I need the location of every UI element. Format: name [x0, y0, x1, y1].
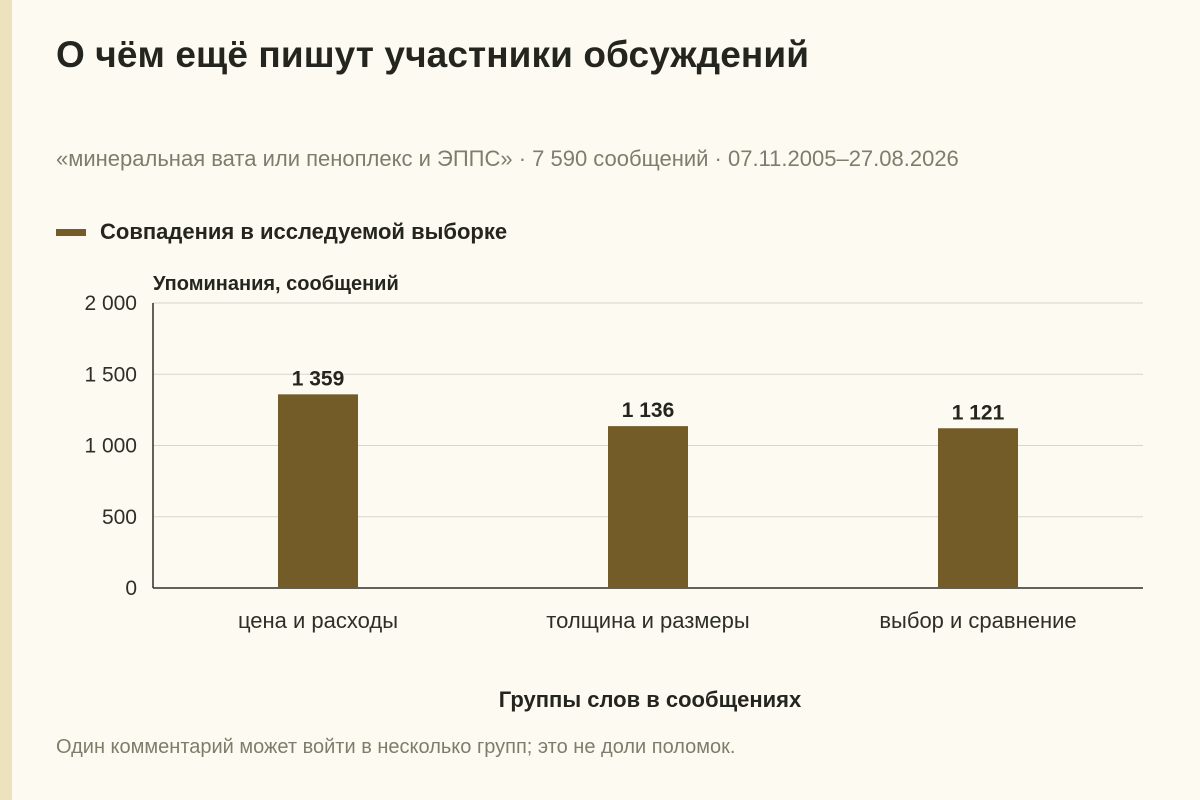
y-axis-title: Упоминания, сообщений	[153, 273, 399, 295]
chart-subtitle: «минеральная вата или пеноплекс и ЭППС» …	[56, 146, 959, 171]
bar-value-label: 1 136	[622, 399, 675, 422]
y-tick-label: 2 000	[84, 292, 137, 315]
x-axis-title: Группы слов в сообщениях	[498, 687, 802, 712]
footnote: Один комментарий может войти в несколько…	[56, 736, 736, 758]
bar-value-label: 1 121	[952, 401, 1005, 424]
legend: Совпадения в исследуемой выборке	[56, 219, 507, 245]
accent-bar	[0, 0, 12, 800]
x-tick-label: цена и расходы	[238, 608, 398, 633]
y-tick-label: 500	[102, 506, 137, 529]
chart-title: О чём ещё пишут участники обсуждений	[56, 34, 810, 75]
bar-value-label: 1 359	[292, 367, 345, 390]
y-tick-label: 0	[125, 577, 137, 600]
bar	[278, 394, 358, 588]
y-tick-label: 1 000	[84, 435, 137, 458]
bar	[938, 428, 1018, 588]
legend-swatch	[56, 228, 86, 236]
y-tick-label: 1 500	[84, 363, 137, 386]
x-tick-label: выбор и сравнение	[879, 608, 1076, 633]
legend-label: Совпадения в исследуемой выборке	[100, 219, 508, 244]
x-tick-label: толщина и размеры	[546, 608, 749, 633]
bar	[608, 426, 688, 588]
